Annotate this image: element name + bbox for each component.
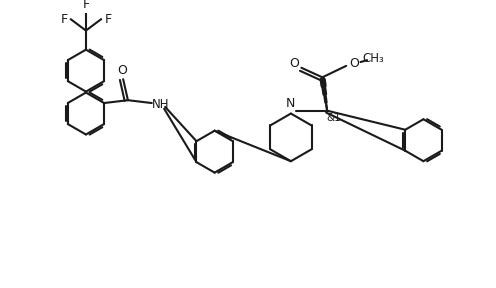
Text: O: O	[289, 56, 299, 69]
Text: CH₃: CH₃	[362, 52, 384, 65]
Text: &1: &1	[326, 113, 341, 123]
Text: NH: NH	[152, 98, 169, 111]
Text: N: N	[286, 98, 296, 111]
Text: F: F	[82, 0, 89, 11]
Text: F: F	[104, 13, 112, 26]
Text: O: O	[349, 58, 359, 71]
Text: O: O	[117, 64, 127, 77]
Text: F: F	[61, 13, 67, 26]
